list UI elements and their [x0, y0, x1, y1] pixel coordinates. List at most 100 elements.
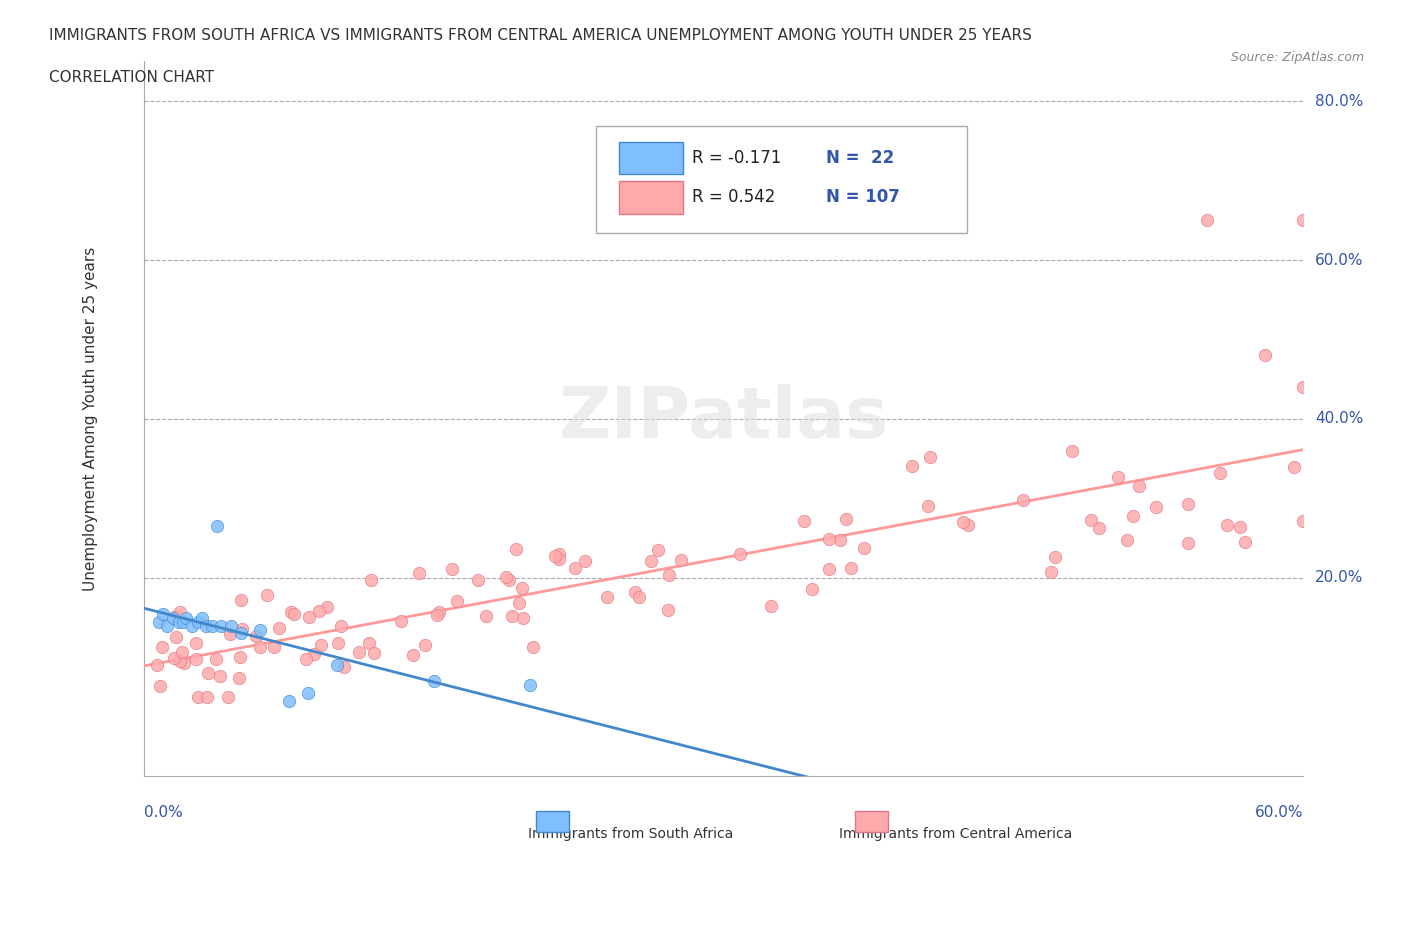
Point	[256, 588, 278, 603]
FancyBboxPatch shape	[536, 811, 569, 831]
Point	[519, 678, 541, 693]
Point	[309, 638, 332, 653]
Point	[184, 635, 207, 650]
Point	[187, 614, 209, 629]
Text: Source: ZipAtlas.com: Source: ZipAtlas.com	[1230, 51, 1364, 64]
Point	[793, 513, 815, 528]
Point	[297, 685, 319, 700]
Point	[205, 652, 228, 667]
Point	[1254, 348, 1277, 363]
Point	[522, 640, 544, 655]
Point	[658, 567, 681, 582]
Text: R = -0.171: R = -0.171	[692, 149, 782, 167]
Point	[413, 637, 436, 652]
Point	[839, 561, 862, 576]
Point	[1282, 460, 1305, 475]
Point	[219, 618, 242, 633]
Point	[834, 512, 856, 526]
Point	[229, 649, 252, 664]
Text: 40.0%: 40.0%	[1315, 411, 1364, 427]
Point	[956, 518, 979, 533]
Point	[1087, 520, 1109, 535]
Point	[564, 561, 586, 576]
Text: ZIPatlas: ZIPatlas	[558, 384, 889, 454]
Point	[298, 609, 321, 624]
Point	[187, 689, 209, 704]
Point	[360, 573, 382, 588]
Point	[228, 671, 250, 685]
Y-axis label: Unemployment Among Youth under 25 years: Unemployment Among Youth under 25 years	[83, 246, 97, 591]
Point	[408, 566, 430, 581]
Text: CORRELATION CHART: CORRELATION CHART	[49, 70, 214, 85]
FancyBboxPatch shape	[619, 141, 683, 175]
FancyBboxPatch shape	[855, 811, 889, 831]
Point	[402, 647, 425, 662]
Point	[1144, 499, 1167, 514]
Point	[330, 619, 353, 634]
Point	[1177, 497, 1199, 512]
Point	[269, 620, 291, 635]
Point	[624, 584, 647, 599]
Point	[363, 645, 385, 660]
Point	[191, 610, 214, 625]
Point	[277, 694, 299, 709]
Point	[1122, 509, 1144, 524]
Point	[150, 639, 173, 654]
Point	[218, 627, 240, 642]
Point	[508, 596, 530, 611]
Point	[308, 604, 330, 619]
Text: N = 107: N = 107	[825, 189, 900, 206]
Point	[548, 551, 571, 566]
Point	[548, 547, 571, 562]
Point	[426, 607, 449, 622]
Text: R = 0.542: R = 0.542	[692, 189, 776, 206]
Text: IMMIGRANTS FROM SOUTH AFRICA VS IMMIGRANTS FROM CENTRAL AMERICA UNEMPLOYMENT AMO: IMMIGRANTS FROM SOUTH AFRICA VS IMMIGRAN…	[49, 28, 1032, 43]
Point	[165, 630, 187, 644]
Point	[326, 636, 349, 651]
Point	[818, 562, 841, 577]
Point	[423, 673, 446, 688]
Point	[145, 658, 167, 672]
Point	[1060, 444, 1083, 458]
Point	[176, 610, 198, 625]
Point	[347, 644, 370, 659]
Point	[952, 515, 974, 530]
Point	[149, 679, 172, 694]
Text: 80.0%: 80.0%	[1315, 94, 1364, 109]
Point	[657, 603, 679, 618]
Point	[172, 644, 194, 659]
Point	[389, 613, 412, 628]
Point	[429, 604, 451, 619]
Text: Immigrants from Central America: Immigrants from Central America	[839, 827, 1073, 841]
Text: 0.0%: 0.0%	[143, 805, 183, 820]
Text: N =  22: N = 22	[825, 149, 894, 167]
Point	[1216, 518, 1239, 533]
Point	[501, 608, 523, 623]
FancyBboxPatch shape	[596, 126, 967, 233]
Point	[1128, 479, 1150, 494]
Point	[195, 689, 218, 704]
Point	[596, 590, 619, 604]
Point	[544, 549, 567, 564]
Text: Immigrants from South Africa: Immigrants from South Africa	[529, 827, 734, 841]
Point	[1292, 513, 1315, 528]
Point	[249, 622, 271, 637]
Point	[1012, 492, 1035, 507]
Point	[162, 610, 184, 625]
Point	[207, 519, 229, 534]
Point	[1115, 533, 1137, 548]
Point	[830, 533, 852, 548]
Point	[917, 498, 939, 513]
Point	[172, 614, 194, 629]
Point	[1177, 536, 1199, 551]
Point	[200, 618, 222, 633]
Point	[640, 553, 662, 568]
Point	[817, 532, 839, 547]
Point	[326, 658, 349, 672]
Point	[359, 636, 381, 651]
Point	[1107, 470, 1129, 485]
Point	[1080, 512, 1102, 527]
Point	[475, 609, 498, 624]
Point	[263, 639, 285, 654]
FancyBboxPatch shape	[619, 181, 683, 214]
